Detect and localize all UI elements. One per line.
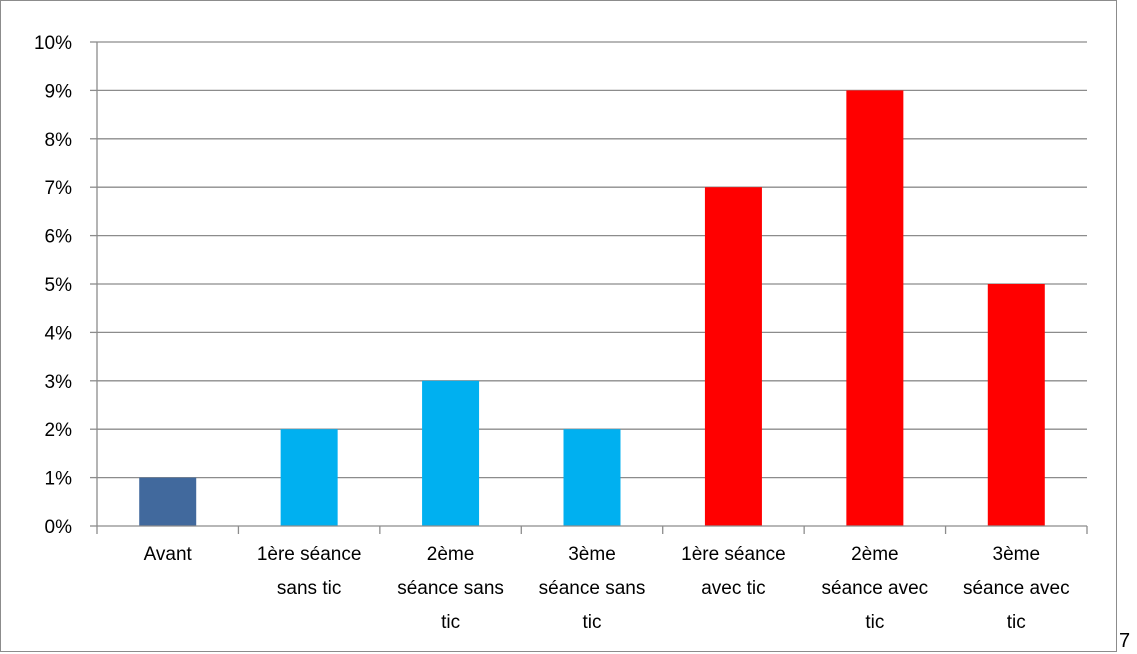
x-category-label: séance avec [963, 578, 1070, 599]
gridlines [97, 41, 1087, 479]
x-category-labels: Avant 1ère séance sans tic 2ème séance sans t… [144, 544, 1070, 633]
x-category-label: sans tic [277, 578, 341, 599]
y-tick-label: 5% [45, 275, 73, 296]
y-tick-label: 4% [45, 323, 73, 344]
y-tick-label: 1% [45, 469, 73, 490]
y-tick-label: 7% [45, 178, 73, 199]
y-tick-label: 8% [45, 130, 73, 151]
x-category-label: séance avec [822, 578, 929, 599]
x-category-label: 1ère séance [257, 544, 362, 565]
bar [422, 380, 480, 526]
y-tick-label: 10% [34, 33, 72, 54]
page-number: 7 [1119, 630, 1131, 652]
x-category-label: séance sans [397, 578, 504, 599]
chart-frame [0, 0, 1117, 652]
y-tick-label: 6% [45, 227, 73, 248]
bar-chart: 0% 1% 2% 3% 4% 5% 6% 7% 8% 9% 10% Avant 1ère séance… [34, 33, 1088, 633]
x-category-label: tic [583, 612, 602, 633]
bar [987, 284, 1045, 526]
bar [846, 90, 904, 527]
y-tick-label: 0% [45, 517, 73, 538]
x-category-label: 3ème [993, 544, 1041, 565]
bar [704, 187, 762, 526]
x-category-label: séance sans [539, 578, 646, 599]
bars [139, 90, 1045, 527]
x-category-label: tic [1007, 612, 1026, 633]
axes [90, 41, 1088, 534]
bar [139, 477, 197, 526]
x-category-label: 2ème [427, 544, 475, 565]
x-category-label: avec tic [701, 578, 765, 599]
x-category-label: 1ère séance [681, 544, 786, 565]
y-tick-labels: 0% 1% 2% 3% 4% 5% 6% 7% 8% 9% 10% [34, 33, 72, 538]
x-category-label: tic [865, 612, 884, 633]
x-category-label: 2ème [851, 544, 899, 565]
bar [563, 429, 621, 526]
bar [280, 429, 338, 526]
x-category-label: tic [441, 612, 460, 633]
y-tick-label: 2% [45, 420, 73, 441]
y-tick-label: 9% [45, 81, 73, 102]
x-category-label: 3ème [568, 544, 616, 565]
x-category-label: Avant [144, 544, 193, 565]
y-tick-label: 3% [45, 372, 73, 393]
